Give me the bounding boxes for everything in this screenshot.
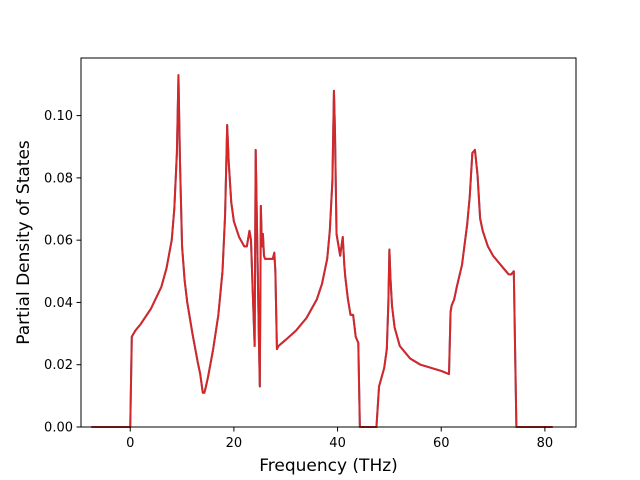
x-axis-ticks: 0 20 40 60 80: [126, 427, 553, 451]
y-tick-label: 0.02: [44, 358, 73, 373]
y-tick-label: 0.08: [44, 171, 73, 186]
x-tick-label: 60: [433, 436, 450, 451]
x-tick-label: 80: [537, 436, 554, 451]
x-axis-label: Frequency (THz): [259, 456, 398, 476]
y-axis-label: Partial Density of States: [14, 140, 34, 345]
y-axis-ticks: 0.00 0.02 0.04 0.06 0.08 0.10: [44, 109, 81, 436]
y-tick-label: 0.00: [44, 421, 73, 436]
y-tick-label: 0.10: [44, 109, 73, 124]
y-tick-label: 0.06: [44, 234, 73, 249]
series-layer: [91, 74, 553, 428]
series-line-1: [91, 74, 553, 428]
x-tick-label: 0: [126, 436, 134, 451]
x-tick-label: 20: [226, 436, 243, 451]
y-tick-label: 0.04: [44, 296, 73, 311]
axes-frame: [80, 57, 577, 428]
x-tick-label: 40: [329, 436, 346, 451]
